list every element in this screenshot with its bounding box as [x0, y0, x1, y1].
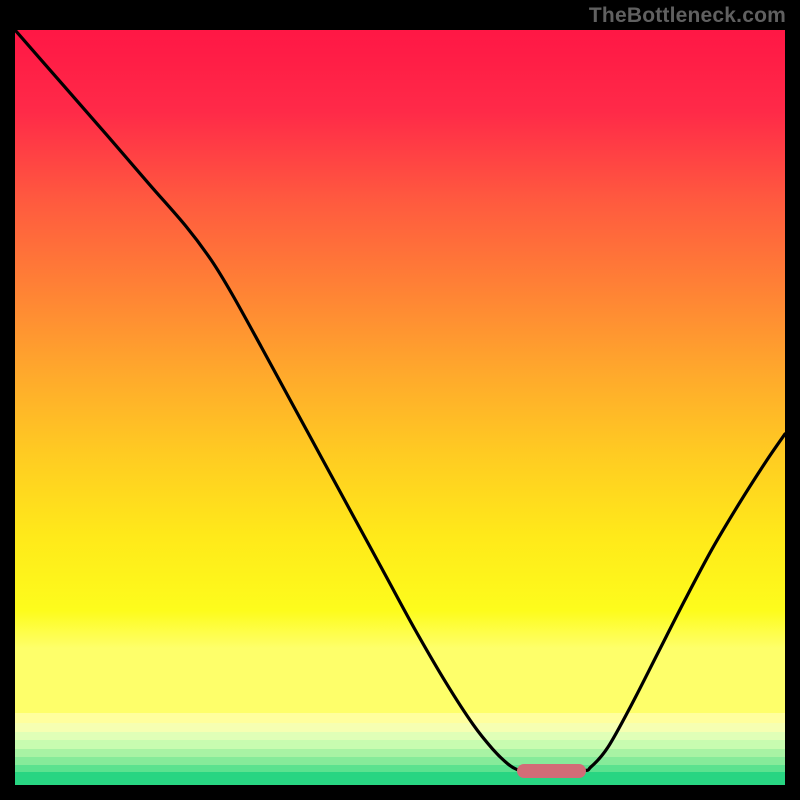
- watermark-text: TheBottleneck.com: [589, 4, 786, 28]
- plot-area: [15, 30, 785, 785]
- curve-layer: [15, 30, 785, 785]
- optimal-marker: [517, 764, 586, 778]
- bottleneck-curve: [15, 30, 785, 771]
